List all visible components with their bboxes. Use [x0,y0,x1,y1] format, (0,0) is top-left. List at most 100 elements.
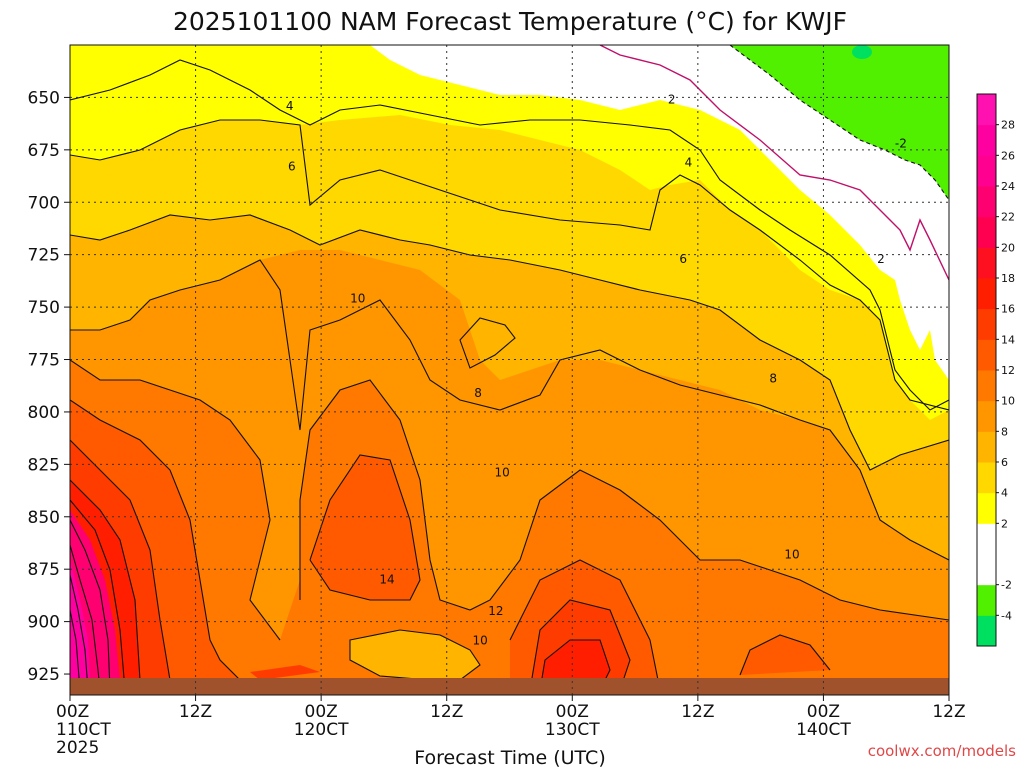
contour-8 [70,214,949,471]
colorbar-tick-label: 24 [1001,180,1015,193]
colorbar-tick-label: 18 [1001,272,1015,285]
y-tick-label: 875 [28,560,60,580]
field-band-near-surface [350,630,480,680]
x-axis-title: Forecast Time (UTC) [414,747,605,768]
contour-14 [70,399,831,691]
colorbar-tick-label: -4 [1001,609,1012,622]
temperature-field [70,45,949,695]
colorbar-swatch [977,554,996,586]
x-tick-label: 00Z [807,702,840,722]
colorbar-tick-label: 12 [1001,364,1015,377]
x-tick-label: 110CT [56,720,111,740]
chart-title: 2025101100 NAM Forecast Temperature (°C)… [173,7,847,36]
contour-4 [70,59,949,411]
colorbar-tick-label: 20 [1001,241,1015,254]
colorbar-swatch [977,124,996,156]
y-tick-label: 850 [28,508,60,528]
contour-label: 10 [784,548,799,562]
y-tick-label: 650 [28,88,60,108]
y-tick-label: 725 [28,246,60,266]
contour-label: 8 [769,371,777,385]
colorbar-swatch [977,492,996,524]
colorbar-swatch [977,431,996,463]
credit-text: coolwx.com/models [868,742,1016,760]
contour-label: 6 [288,160,296,174]
colorbar-swatch [977,247,996,279]
contour-labels: 4 6 2 4 -2 2 6 10 8 8 10 10 14 12 10 [286,93,907,648]
y-tick-label: 750 [28,298,60,318]
colorbar-swatch [977,186,996,218]
field-band-neg2 [730,45,949,200]
contour-label: 2 [877,252,885,266]
contour-label: 8 [474,386,482,400]
x-tick-label: 2025 [56,738,99,758]
colorbar-tick-label: 10 [1001,395,1015,408]
contour-20 [70,499,126,691]
contour-label: 10 [495,466,510,480]
contour-8-bubble [459,317,516,369]
colorbar-tick-label: 14 [1001,333,1015,346]
contour-label: 12 [488,604,503,618]
colorbar-swatch [977,584,996,616]
colorbar-tick-label: 26 [1001,149,1015,162]
x-tick-label: 120CT [294,720,349,740]
colorbar-swatch [977,339,996,371]
x-tick-label: 12Z [681,702,714,722]
field-band-2 [370,45,949,380]
field-band-neg4 [852,45,872,59]
contour-24 [70,544,101,691]
contour-0-lines [599,45,949,281]
y-tick-label: 775 [28,351,60,371]
contour-label: 10 [473,633,488,647]
colorbar-swatch [977,94,996,126]
y-axis: 650 675 700 725 750 775 800 825 850 875 900 925 [28,88,70,685]
colorbar-swatch [977,462,996,494]
contour-label: 14 [379,573,394,587]
x-tick-label: 12Z [179,702,212,722]
x-tick-label: 12Z [430,702,463,722]
colorbar-tick-label: 28 [1001,119,1015,132]
contour-label: 6 [679,252,687,266]
y-tick-label: 675 [28,141,60,161]
colorbar-tick-label: 2 [1001,517,1008,530]
x-tick-label: 00Z [556,702,589,722]
colorbar-tick-label: 8 [1001,425,1008,438]
x-tick-label: 140CT [796,720,851,740]
colorbar-tick-label: 16 [1001,303,1015,316]
contour-28 [70,609,81,691]
colorbar-swatch [977,400,996,432]
y-tick-label: 900 [28,613,60,633]
y-tick-label: 925 [28,665,60,685]
x-tick-label: 00Z [305,702,338,722]
contour-16 [70,439,631,691]
terrain-ground [70,678,949,695]
contour-10 [70,259,949,561]
contour-label: 2 [668,93,676,107]
contour-label: -2 [895,137,907,151]
contour-18 [70,479,611,691]
colorbar-swatch [977,216,996,248]
colorbar-swatch [977,615,996,647]
contour-26 [70,574,89,691]
colorbar-tick-label: 6 [1001,456,1008,469]
y-tick-label: 800 [28,403,60,423]
contour-22 [70,519,111,691]
colorbar-swatch [977,308,996,340]
colorbar-swatch [977,278,996,310]
colorbar-swatch [977,523,996,555]
y-tick-label: 825 [28,455,60,475]
x-tick-label: 12Z [932,702,965,722]
contour-0 [599,45,949,281]
plot-frame [69,44,950,696]
colorbar-tick-label: 22 [1001,211,1015,224]
y-tick-label: 700 [28,193,60,213]
contour-6 [70,119,949,411]
colorbar-swatch [977,370,996,402]
x-tick-label: 00Z [56,702,89,722]
colorbar-tick-label: -2 [1001,579,1012,592]
field-band-12 [70,360,949,695]
colorbar-swatch [977,155,996,187]
